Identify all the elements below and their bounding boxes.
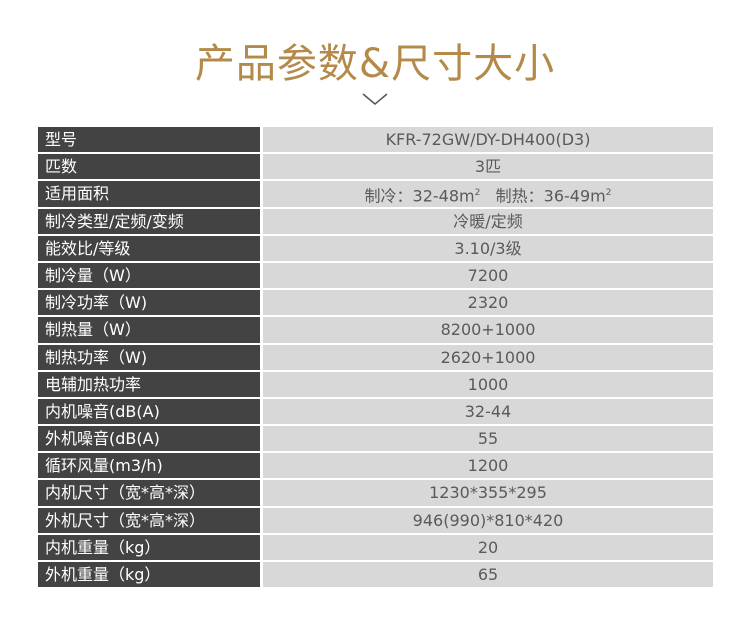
spec-value: 55 bbox=[263, 426, 713, 452]
area-cool-value: 32-48m bbox=[412, 186, 475, 206]
spec-value: 1000 bbox=[263, 371, 713, 397]
spec-label: 能效比/等级 bbox=[38, 235, 260, 261]
spec-row-efficiency: 能效比/等级 3.10/3级 bbox=[38, 235, 713, 261]
spec-row-heating-capacity: 制热量（W） 8200+1000 bbox=[38, 317, 713, 343]
spec-value: 制冷：32-48m2 制热：36-49m2 bbox=[263, 181, 713, 207]
spec-value: 946(990)*810*420 bbox=[263, 507, 713, 533]
area-heat-label: 制热： bbox=[495, 186, 544, 206]
area-unit-sup: 2 bbox=[474, 188, 481, 199]
spec-row-type: 制冷类型/定频/变频 冷暖/定频 bbox=[38, 208, 713, 234]
spec-row-airflow: 循环风量(m3/h) 1200 bbox=[38, 453, 713, 479]
spec-label: 制冷量（W） bbox=[38, 262, 260, 289]
chevron-down-icon bbox=[362, 93, 388, 105]
spec-value: KFR-72GW/DY-DH400(D3) bbox=[263, 127, 713, 153]
spec-row-heating-power: 制热功率（W) 2620+1000 bbox=[38, 344, 713, 370]
spec-value: 3匹 bbox=[263, 154, 713, 180]
area-unit-sup: 2 bbox=[605, 188, 612, 199]
spec-label: 制热功率（W) bbox=[38, 344, 260, 370]
area-heat-value: 36-49m bbox=[543, 186, 606, 206]
spec-label: 内机重量（kg） bbox=[38, 534, 260, 560]
spec-row-outdoor-noise: 外机噪音(dB(A) 55 bbox=[38, 426, 713, 452]
spec-label: 匹数 bbox=[38, 154, 260, 180]
area-cool-label: 制冷： bbox=[364, 186, 413, 206]
spec-label: 制冷类型/定频/变频 bbox=[38, 208, 260, 234]
spec-value: 32-44 bbox=[263, 398, 713, 425]
spec-row-area: 适用面积 制冷：32-48m2 制热：36-49m2 bbox=[38, 181, 713, 207]
spec-value: 8200+1000 bbox=[263, 317, 713, 343]
spec-value: 1200 bbox=[263, 453, 713, 479]
spec-value: 7200 bbox=[263, 262, 713, 289]
spec-label: 适用面积 bbox=[38, 181, 260, 207]
spec-row-indoor-weight: 内机重量（kg） 20 bbox=[38, 534, 713, 560]
spec-label: 型号 bbox=[38, 127, 260, 153]
spec-row-indoor-noise: 内机噪音(dB(A) 32-44 bbox=[38, 398, 713, 425]
spec-table: 型号 KFR-72GW/DY-DH400(D3) 匹数 3匹 适用面积 制冷：3… bbox=[38, 127, 713, 589]
spec-value: 3.10/3级 bbox=[263, 235, 713, 261]
spec-label: 循环风量(m3/h) bbox=[38, 453, 260, 479]
spec-label: 制冷功率（W) bbox=[38, 290, 260, 316]
spec-value: 65 bbox=[263, 562, 713, 588]
spec-label: 内机尺寸（宽*高*深） bbox=[38, 480, 260, 506]
spec-row-cooling-capacity: 制冷量（W） 7200 bbox=[38, 262, 713, 289]
spec-row-outdoor-size: 外机尺寸（宽*高*深） 946(990)*810*420 bbox=[38, 507, 713, 533]
spec-label: 电辅加热功率 bbox=[38, 371, 260, 397]
spec-label: 外机重量（kg） bbox=[38, 562, 260, 588]
spec-row-aux-heating: 电辅加热功率 1000 bbox=[38, 371, 713, 397]
spec-row-outdoor-weight: 外机重量（kg） 65 bbox=[38, 562, 713, 588]
spec-label: 外机噪音(dB(A) bbox=[38, 426, 260, 452]
page-title: 产品参数&尺寸大小 bbox=[194, 41, 556, 87]
spec-value: 冷暖/定频 bbox=[263, 208, 713, 234]
spec-row-indoor-size: 内机尺寸（宽*高*深） 1230*355*295 bbox=[38, 480, 713, 506]
spec-label: 制热量（W） bbox=[38, 317, 260, 343]
spec-value: 20 bbox=[263, 534, 713, 560]
spec-row-model: 型号 KFR-72GW/DY-DH400(D3) bbox=[38, 127, 713, 153]
spec-row-cooling-power: 制冷功率（W) 2320 bbox=[38, 290, 713, 316]
spec-value: 2620+1000 bbox=[263, 344, 713, 370]
spec-row-horsepower: 匹数 3匹 bbox=[38, 154, 713, 180]
spec-label: 内机噪音(dB(A) bbox=[38, 398, 260, 425]
spec-label: 外机尺寸（宽*高*深） bbox=[38, 507, 260, 533]
spec-value: 1230*355*295 bbox=[263, 480, 713, 506]
spec-value: 2320 bbox=[263, 290, 713, 316]
